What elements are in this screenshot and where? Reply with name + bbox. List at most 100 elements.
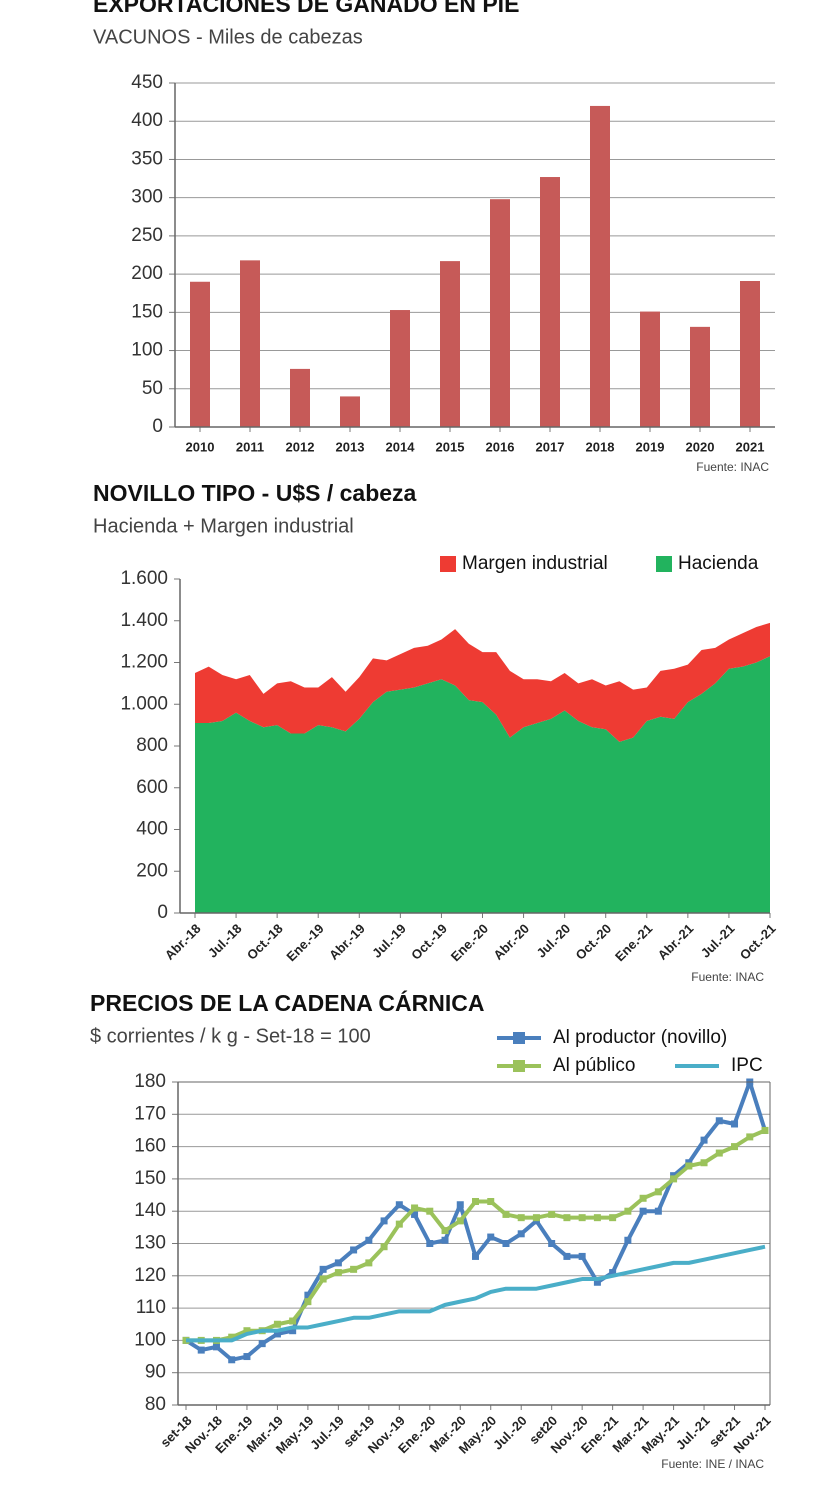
y-tick-label: 1.400 <box>120 610 168 631</box>
x-tick-label: Jul.-20 <box>533 921 573 961</box>
marker <box>395 1220 403 1228</box>
marker <box>517 1230 525 1238</box>
marker <box>761 1126 769 1134</box>
y-tick-label: 200 <box>131 263 163 284</box>
x-tick-label: Jul.-21 <box>673 1413 713 1453</box>
marker <box>746 1133 754 1141</box>
y-tick-label: 100 <box>134 1329 166 1350</box>
y-tick-label: 160 <box>134 1136 166 1157</box>
x-tick-label: 2016 <box>486 439 515 454</box>
x-tick-label: Abr.-21 <box>655 921 697 963</box>
marker <box>685 1162 693 1170</box>
marker <box>258 1340 266 1348</box>
x-tick-label: 2012 <box>286 439 315 454</box>
legend-marker <box>513 1032 525 1044</box>
bar <box>240 260 260 427</box>
marker <box>334 1259 342 1267</box>
marker <box>715 1117 723 1125</box>
y-tick-label: 0 <box>152 416 163 437</box>
marker <box>624 1236 632 1244</box>
marker <box>639 1207 647 1215</box>
marker <box>700 1136 708 1144</box>
marker <box>426 1240 434 1247</box>
x-tick-label: 2017 <box>536 439 565 454</box>
y-tick-label: 50 <box>142 378 163 399</box>
legend-label: Hacienda <box>678 553 759 574</box>
marker <box>273 1320 281 1328</box>
x-tick-label: Abr.-19 <box>326 921 368 963</box>
bar <box>340 396 360 427</box>
legend-label: IPC <box>731 1055 763 1076</box>
x-tick-label: Ene.-20 <box>448 921 491 964</box>
bar <box>440 261 460 427</box>
marker <box>502 1240 510 1247</box>
chart-subtitle: $ corrientes / k g - Set-18 = 100 <box>90 1025 371 1047</box>
x-tick-label: Jul.-19 <box>369 921 409 961</box>
y-tick-label: 110 <box>136 1297 166 1318</box>
marker <box>639 1194 647 1202</box>
marker <box>304 1298 312 1306</box>
x-tick-label: Ene.-19 <box>283 921 326 964</box>
marker <box>624 1207 632 1215</box>
y-tick-label: 300 <box>131 187 163 208</box>
y-tick-label: 250 <box>131 225 163 246</box>
x-tick-label: Oct.-19 <box>408 921 450 963</box>
marker <box>731 1120 739 1128</box>
y-tick-label: 170 <box>134 1103 166 1124</box>
marker <box>212 1343 220 1351</box>
marker <box>563 1252 571 1260</box>
x-tick-label: Jul.-18 <box>205 921 245 961</box>
bar <box>190 281 210 427</box>
y-tick-label: 120 <box>134 1265 166 1286</box>
marker <box>654 1188 662 1196</box>
marker <box>731 1143 739 1151</box>
bar <box>540 177 560 427</box>
bar <box>690 326 710 427</box>
bar <box>290 368 310 427</box>
y-tick-label: 1.200 <box>120 652 168 673</box>
x-tick-label: Jul.-20 <box>490 1413 530 1453</box>
bar <box>490 199 510 427</box>
marker <box>228 1333 236 1341</box>
marker <box>197 1346 205 1354</box>
x-tick-label: 2010 <box>186 439 215 454</box>
y-tick-label: 200 <box>136 860 168 881</box>
legend-swatch <box>440 556 456 572</box>
marker <box>411 1204 419 1212</box>
chart-title: EXPORTACIONES DE GANADO EN PIE <box>93 0 519 17</box>
marker <box>243 1353 251 1361</box>
chart-subtitle: VACUNOS - Miles de cabezas <box>93 26 363 48</box>
y-tick-label: 450 <box>131 72 163 93</box>
chart-title: PRECIOS DE LA CADENA CÁRNICA <box>90 989 484 1016</box>
legend-label: Al productor (novillo) <box>553 1027 727 1048</box>
marker <box>319 1275 327 1283</box>
y-tick-label: 130 <box>134 1233 166 1254</box>
marker <box>273 1330 281 1338</box>
marker <box>502 1210 510 1218</box>
area <box>195 656 770 913</box>
legend-label: Margen industrial <box>462 553 608 574</box>
y-tick-label: 100 <box>131 340 163 361</box>
marker <box>228 1356 236 1364</box>
x-tick-label: Ene.-21 <box>612 921 655 964</box>
y-tick-label: 800 <box>136 735 168 756</box>
bar <box>390 310 410 427</box>
y-tick-label: 150 <box>134 1168 166 1189</box>
marker <box>319 1265 327 1273</box>
y-tick-label: 140 <box>134 1200 166 1221</box>
marker <box>426 1207 434 1215</box>
x-tick-label: Jul.-21 <box>698 921 738 961</box>
legend-marker <box>513 1060 525 1072</box>
area <box>195 622 770 742</box>
marker <box>441 1227 449 1235</box>
marker <box>304 1291 312 1299</box>
line <box>184 1080 767 1362</box>
bar <box>740 280 760 427</box>
x-tick-label: 2020 <box>686 439 715 454</box>
source-note: Fuente: INE / INAC <box>661 1457 764 1471</box>
y-tick-label: 1.600 <box>120 568 168 589</box>
x-tick-label: Oct.-21 <box>737 921 779 963</box>
marker <box>411 1210 419 1218</box>
line <box>186 1244 766 1343</box>
